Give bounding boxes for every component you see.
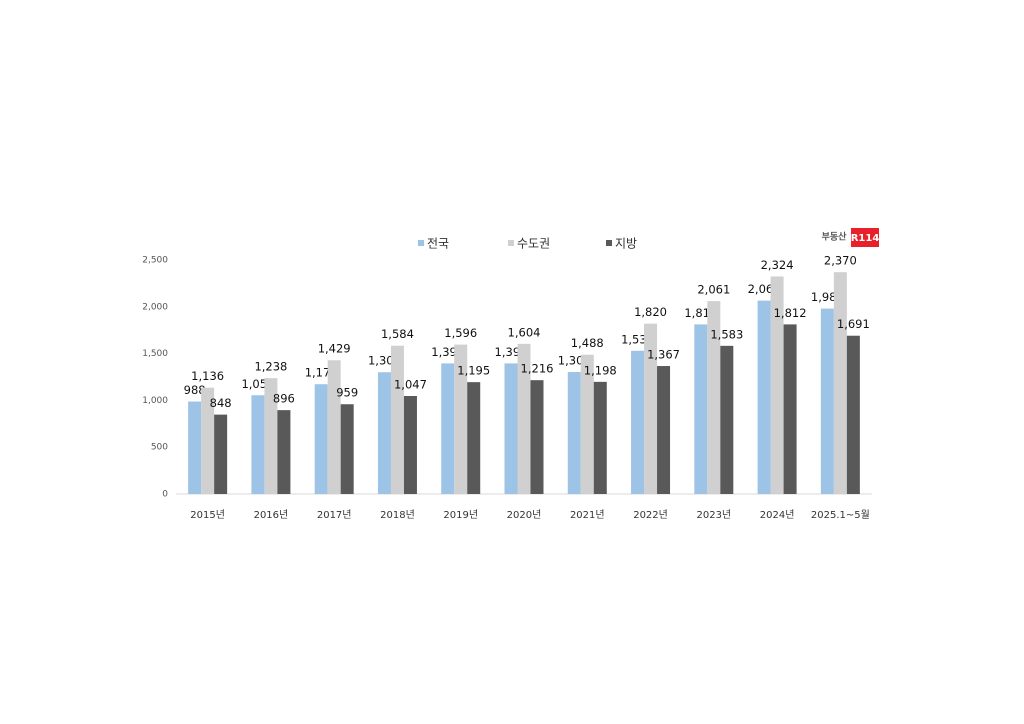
- value-label: 1,604: [508, 325, 541, 339]
- bar: [846, 335, 860, 494]
- x-tick-label: 2017년: [317, 509, 352, 521]
- logo-badge: R114: [851, 233, 880, 244]
- bar: [214, 414, 228, 494]
- value-label: 1,238: [254, 360, 287, 374]
- x-tick-label: 2022년: [633, 509, 668, 521]
- bar: [770, 276, 784, 494]
- value-label: 848: [210, 396, 232, 410]
- x-tick-label: 2023년: [696, 509, 731, 521]
- legend-swatch: [606, 240, 612, 246]
- value-label: 1,820: [634, 305, 667, 319]
- bar: [707, 301, 721, 494]
- value-label: 1,047: [394, 378, 427, 392]
- value-label: 1,195: [457, 364, 490, 378]
- value-label: 1,429: [318, 342, 351, 356]
- logo-badge-box: [851, 228, 879, 247]
- x-tick-label: 2018년: [380, 509, 415, 521]
- bar: [314, 384, 328, 494]
- bar: [530, 380, 544, 494]
- bar: [390, 345, 404, 494]
- bar: [251, 395, 265, 494]
- value-label: 1,583: [710, 327, 743, 341]
- bar: [833, 272, 847, 494]
- bar: [820, 308, 834, 494]
- bar: [580, 354, 594, 494]
- bar: [454, 344, 468, 494]
- y-tick-label: 500: [151, 443, 168, 453]
- bar: [327, 360, 341, 494]
- value-label: 2,370: [824, 254, 857, 268]
- value-label: 1,136: [191, 369, 224, 383]
- bar: [694, 324, 708, 494]
- legend-label: 전국: [427, 237, 449, 251]
- bar: [567, 372, 581, 494]
- value-label: 1,584: [381, 327, 414, 341]
- legend-label: 수도권: [517, 237, 550, 251]
- bar: [377, 372, 391, 494]
- x-tick-label: 2025.1~5월: [811, 509, 870, 521]
- x-tick-label: 2019년: [443, 509, 478, 521]
- value-label: 1,488: [571, 336, 604, 350]
- bar: [644, 323, 658, 494]
- value-label: 1,216: [521, 362, 554, 376]
- value-label: 959: [336, 386, 358, 400]
- value-label: 1,596: [444, 326, 477, 340]
- x-tick-label: 2015년: [190, 509, 225, 521]
- bar: [403, 396, 417, 494]
- x-tick-label: 2016년: [254, 509, 289, 521]
- value-label: 896: [273, 392, 295, 406]
- logo-text: 부동산: [822, 231, 848, 243]
- bar: [720, 345, 734, 494]
- bar: [504, 363, 518, 494]
- bar: [631, 350, 645, 494]
- bar: [201, 387, 215, 494]
- x-tick-label: 2024년: [760, 509, 795, 521]
- bar: [783, 324, 797, 494]
- bar: [188, 401, 202, 494]
- legend-label: 지방: [615, 237, 637, 251]
- bar: [441, 363, 455, 494]
- x-tick-label: 2020년: [507, 509, 542, 521]
- value-label: 1,691: [837, 317, 870, 331]
- bar: [517, 343, 531, 494]
- value-label: 988: [184, 383, 206, 397]
- x-tick-label: 2021년: [570, 509, 605, 521]
- bar: [277, 410, 291, 494]
- bar: [340, 404, 354, 494]
- y-tick-label: 2,500: [142, 256, 168, 266]
- y-tick-label: 1,000: [142, 396, 168, 406]
- y-tick-label: 0: [162, 490, 168, 500]
- bar: [467, 382, 481, 494]
- value-label: 2,061: [697, 283, 730, 297]
- legend-swatch: [508, 240, 514, 246]
- bar: [757, 300, 771, 494]
- value-label: 1,198: [584, 363, 617, 377]
- legend-swatch: [418, 240, 424, 246]
- bar: [264, 378, 278, 494]
- value-label: 1,367: [647, 348, 680, 362]
- bar: [657, 366, 671, 494]
- y-tick-label: 2,000: [142, 302, 168, 312]
- y-tick-label: 1,500: [142, 349, 168, 359]
- value-label: 1,812: [774, 306, 807, 320]
- bar: [593, 381, 607, 494]
- value-label: 2,324: [761, 258, 794, 272]
